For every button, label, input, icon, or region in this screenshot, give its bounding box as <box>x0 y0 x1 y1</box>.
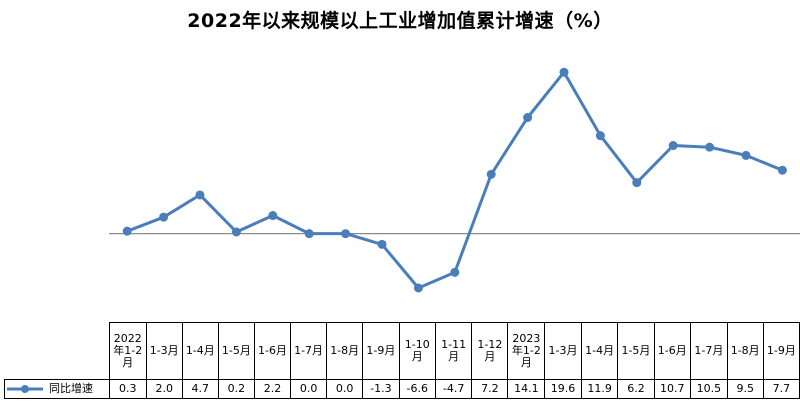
data-value-3: 4.7 <box>181 379 219 399</box>
data-point-7 <box>341 229 351 239</box>
data-point-11 <box>486 169 496 179</box>
category-label-17: 1-7月 <box>690 322 728 380</box>
line-chart-plot <box>109 67 800 293</box>
data-point-5 <box>268 211 278 221</box>
data-value-14: 11.9 <box>580 379 619 399</box>
data-table: 2022年1-2月 1-3月 1-4月 1-5月 1-6月 1-7月 1-8月 1-9月 1-1… <box>4 322 800 399</box>
data-point-18 <box>741 150 751 160</box>
category-label-16: 1-6月 <box>653 322 692 380</box>
legend-swatch-icon <box>7 385 43 393</box>
data-value-19: 7.7 <box>762 379 800 399</box>
category-label-14: 1-4月 <box>580 322 619 380</box>
data-table-corner <box>4 322 110 380</box>
category-label-1: 2022年1-2月 <box>108 322 147 380</box>
data-point-14 <box>595 131 605 141</box>
data-value-16: 10.7 <box>653 379 692 399</box>
category-label-2: 1-3月 <box>145 322 183 380</box>
data-value-8: -1.3 <box>362 379 400 399</box>
data-value-18: 9.5 <box>726 379 764 399</box>
data-point-10 <box>450 267 460 277</box>
chart-title: 2022年以来规模以上工业增加值累计增速（%） <box>187 10 613 32</box>
data-point-16 <box>668 141 678 151</box>
category-label-4: 1-5月 <box>217 322 255 380</box>
data-point-19 <box>777 165 787 175</box>
category-label-11: 1-12月 <box>471 322 509 380</box>
category-label-5: 1-6月 <box>253 322 292 380</box>
data-value-15: 6.2 <box>617 379 655 399</box>
data-point-8 <box>377 239 387 249</box>
category-label-10: 1-11月 <box>434 322 473 380</box>
data-table-value-row: 同比增速 0.3 2.0 4.7 0.2 2.2 0.0 0.0 -1.3 -6.6 -4.7 7.… <box>4 379 800 399</box>
data-point-17 <box>705 142 715 152</box>
data-point-6 <box>304 229 314 239</box>
category-label-3: 1-4月 <box>181 322 219 380</box>
category-label-7: 1-8月 <box>326 322 364 380</box>
data-value-2: 2.0 <box>145 379 183 399</box>
category-label-18: 1-8月 <box>726 322 764 380</box>
data-value-17: 10.5 <box>690 379 728 399</box>
data-value-7: 0.0 <box>326 379 364 399</box>
data-value-12: 14.1 <box>507 379 546 399</box>
category-label-8: 1-9月 <box>362 322 400 380</box>
legend-label: 同比增速 <box>49 382 93 395</box>
data-point-13 <box>559 67 569 77</box>
data-value-13: 19.6 <box>544 379 582 399</box>
data-point-12 <box>523 113 533 123</box>
data-value-11: 7.2 <box>471 379 509 399</box>
category-label-9: 1-10月 <box>398 322 436 380</box>
data-point-2 <box>159 212 169 222</box>
data-point-4 <box>231 227 241 237</box>
category-label-19: 1-9月 <box>762 322 800 380</box>
data-point-9 <box>413 283 423 293</box>
data-value-6: 0.0 <box>290 379 328 399</box>
category-label-13: 1-3月 <box>544 322 582 380</box>
data-point-3 <box>195 190 205 200</box>
legend-entry: 同比增速 <box>4 379 110 399</box>
category-label-15: 1-5月 <box>617 322 655 380</box>
category-label-6: 1-7月 <box>290 322 328 380</box>
data-value-10: -4.7 <box>434 379 473 399</box>
data-point-15 <box>632 178 642 188</box>
series-line-yoy <box>126 70 783 290</box>
category-label-12: 2023年1-2月 <box>507 322 546 380</box>
data-table-header-row: 2022年1-2月 1-3月 1-4月 1-5月 1-6月 1-7月 1-8月 1-9月 1-1… <box>4 322 800 380</box>
data-value-1: 0.3 <box>108 379 147 399</box>
data-point-1 <box>122 226 132 236</box>
data-value-9: -6.6 <box>398 379 436 399</box>
data-value-4: 0.2 <box>217 379 255 399</box>
data-value-5: 2.2 <box>253 379 292 399</box>
